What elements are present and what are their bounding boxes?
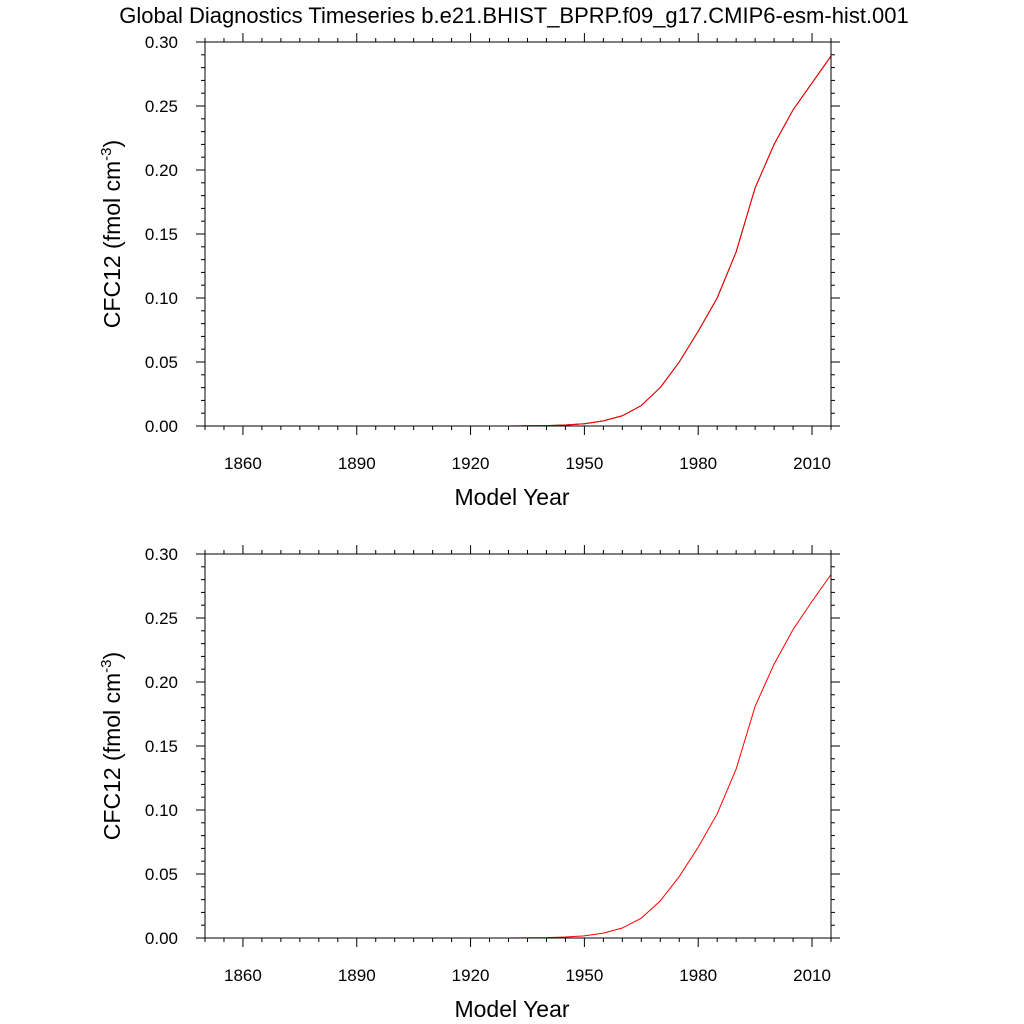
bottom-y-tick-label: 0.20 (145, 673, 178, 692)
top-x-tick-label: 1950 (565, 454, 603, 473)
bottom-y-tick-label: 0.05 (145, 865, 178, 884)
bottom-plot-frame (204, 553, 832, 939)
chart-title: Global Diagnostics Timeseries b.e21.BHIS… (119, 3, 909, 28)
bottom-y-axis-title-close: ) (99, 652, 125, 660)
bottom-y-tick-label: 0.25 (145, 609, 178, 628)
bottom-y-axis-title-superscript: -3 (98, 659, 115, 672)
top-y-axis-title-main: CFC12 (fmol cm (99, 161, 125, 328)
top-series-line-0 (205, 55, 832, 427)
top-y-tick-label: 0.00 (145, 417, 178, 436)
top-chart-panel: 1860 1890 1920 1950 1980 2010 0.00 0.05 0.10 0.15… (98, 33, 840, 510)
top-series-layer (205, 55, 832, 427)
bottom-y-axis-title: CFC12 (fmol cm-3) (98, 652, 125, 840)
bottom-x-tick-label: 2010 (793, 966, 831, 985)
bottom-x-tick-label: 1980 (679, 966, 717, 985)
top-x-tick-label: 1920 (452, 454, 490, 473)
bottom-x-tick-label: 1920 (452, 966, 490, 985)
top-x-tick-label: 1860 (224, 454, 262, 473)
top-plot-frame (204, 41, 832, 427)
bottom-y-tick-label: 0.10 (145, 801, 178, 820)
bottom-y-tick-label: 0.15 (145, 737, 178, 756)
top-y-axis-title: CFC12 (fmol cm-3) (98, 140, 125, 328)
bottom-x-tick-label: 1890 (338, 966, 376, 985)
bottom-series-line-0 (205, 574, 832, 939)
top-y-axis-title-superscript: -3 (98, 147, 115, 160)
top-ticks-layer: 1860 1890 1920 1950 1980 2010 0.00 0.05 0.10 0.15… (145, 33, 840, 473)
bottom-x-tick-label: 1950 (565, 966, 603, 985)
top-y-tick-label: 0.15 (145, 225, 178, 244)
top-y-tick-label: 0.25 (145, 97, 178, 116)
bottom-x-tick-label: 1860 (224, 966, 262, 985)
top-y-axis-title-close: ) (99, 140, 125, 148)
top-x-axis-title: Model Year (454, 484, 569, 510)
bottom-y-axis-title-main: CFC12 (fmol cm (99, 673, 125, 840)
top-y-tick-label: 0.30 (145, 33, 178, 52)
bottom-chart-panel: 1860 1890 1920 1950 1980 2010 0.00 0.05 0.10 0.15… (98, 545, 840, 1022)
top-x-tick-label: 1890 (338, 454, 376, 473)
top-y-tick-label: 0.10 (145, 289, 178, 308)
top-x-tick-label: 2010 (793, 454, 831, 473)
bottom-ticks-layer: 1860 1890 1920 1950 1980 2010 0.00 0.05 0.10 0.15… (145, 545, 840, 985)
top-y-tick-label: 0.20 (145, 161, 178, 180)
bottom-series-layer (205, 574, 832, 939)
bottom-y-tick-label: 0.30 (145, 545, 178, 564)
top-series-line-1 (205, 55, 832, 427)
top-y-tick-label: 0.05 (145, 353, 178, 372)
top-x-tick-label: 1980 (679, 454, 717, 473)
bottom-x-axis-title: Model Year (454, 996, 569, 1022)
bottom-y-tick-label: 0.00 (145, 929, 178, 948)
